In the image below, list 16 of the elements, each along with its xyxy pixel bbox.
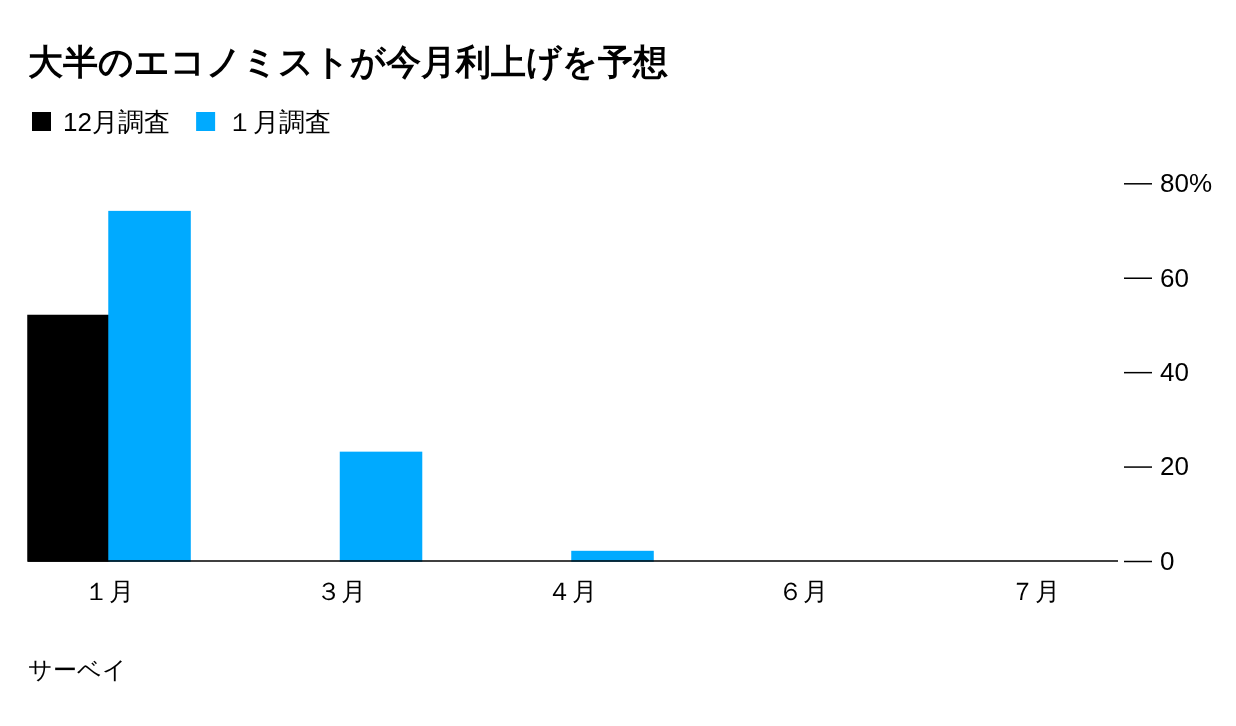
x-tick-label: ４月: [547, 577, 597, 605]
y-tick-label: 40: [1160, 356, 1189, 387]
y-tick-label: 80%: [1160, 168, 1213, 199]
text: サーベイ: [28, 656, 127, 683]
y-tick-label: 20: [1160, 451, 1189, 482]
x-tick-label: ３月: [315, 577, 366, 605]
legend-label: 12月調査: [63, 107, 170, 137]
legend-label: １月調査: [227, 107, 332, 137]
y-tick-label: 0: [1160, 545, 1175, 576]
bar: [108, 210, 191, 562]
x-tick-label: １月: [84, 577, 135, 605]
x-tick-label: ６月: [778, 577, 829, 605]
chart-title: 大半のエコノミストが今月利上げを予想: [28, 42, 668, 82]
x-tick-label: ７月: [1009, 577, 1060, 605]
y-tick-label: 60: [1160, 262, 1189, 293]
bar: [339, 451, 423, 562]
